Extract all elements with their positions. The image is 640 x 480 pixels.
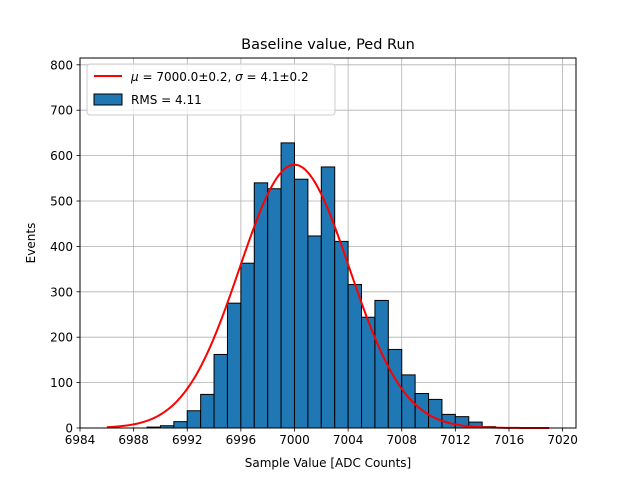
histogram-bar bbox=[347, 284, 363, 429]
histogram-bar bbox=[293, 178, 309, 429]
y-tick-label: 500 bbox=[50, 195, 73, 209]
x-tick-label: 7000 bbox=[279, 433, 310, 447]
x-tick-label: 7020 bbox=[547, 433, 578, 447]
histogram-bar bbox=[213, 353, 228, 429]
histogram-bar bbox=[267, 188, 282, 429]
x-axis-label: Sample Value [ADC Counts] bbox=[245, 456, 411, 470]
histogram-bar bbox=[307, 235, 322, 429]
histogram-bar bbox=[387, 348, 403, 429]
histogram-bar bbox=[334, 240, 349, 429]
chart-title: Baseline value, Ped Run bbox=[241, 37, 415, 53]
y-axis-ticks: 0 100 200 300 400 500 600 700 800 bbox=[50, 58, 80, 436]
legend-fit-label: μ = 7000.0±0.2, σ = 4.1±0.2 bbox=[130, 70, 309, 84]
x-axis-ticks: 6984 6988 6992 6996 7000 7004 7008 7012 7016 7020 bbox=[65, 428, 578, 447]
gaussian-fit-curve bbox=[106, 163, 550, 429]
histogram-bar bbox=[240, 262, 255, 429]
histogram-bar bbox=[200, 393, 215, 429]
x-tick-label: 7012 bbox=[440, 433, 471, 447]
legend-sigma-value: = 4.1±0.2 bbox=[243, 70, 309, 84]
legend-mu-value: = 7000.0±0.2, bbox=[139, 70, 235, 84]
legend-histogram-swatch bbox=[93, 93, 123, 106]
legend-sigma-symbol: σ bbox=[235, 70, 243, 84]
histogram-bar bbox=[280, 142, 295, 429]
y-tick-label: 0 bbox=[65, 422, 73, 436]
histogram-bar bbox=[173, 421, 188, 429]
legend-histogram-label: RMS = 4.11 bbox=[131, 93, 202, 107]
legend-mu-symbol: μ bbox=[130, 70, 139, 84]
legend: μ = 7000.0±0.2, σ = 4.1±0.2 RMS = 4.11 bbox=[86, 63, 336, 116]
gaussian-fit bbox=[106, 163, 550, 429]
y-tick-label: 300 bbox=[50, 285, 73, 299]
x-tick-label: 6988 bbox=[118, 433, 149, 447]
y-tick-label: 600 bbox=[50, 149, 73, 163]
y-tick-label: 700 bbox=[50, 104, 73, 118]
x-tick-label: 7008 bbox=[386, 433, 417, 447]
y-tick-label: 200 bbox=[50, 331, 73, 345]
x-tick-label: 6996 bbox=[226, 433, 257, 447]
histogram-bar bbox=[428, 398, 443, 429]
y-tick-label: 800 bbox=[50, 58, 73, 72]
y-axis-label: Events bbox=[24, 223, 38, 264]
x-tick-label: 7016 bbox=[494, 433, 525, 447]
histogram-bar bbox=[226, 302, 242, 429]
x-tick-label: 6992 bbox=[172, 433, 203, 447]
y-tick-label: 400 bbox=[50, 240, 73, 254]
y-tick-label: 100 bbox=[50, 376, 73, 390]
x-tick-label: 7004 bbox=[333, 433, 364, 447]
plot-frame bbox=[79, 57, 577, 429]
x-tick-label: 6984 bbox=[65, 433, 96, 447]
histogram-bar bbox=[320, 166, 336, 429]
histogram-bar bbox=[186, 410, 202, 429]
legend-box bbox=[86, 63, 336, 116]
